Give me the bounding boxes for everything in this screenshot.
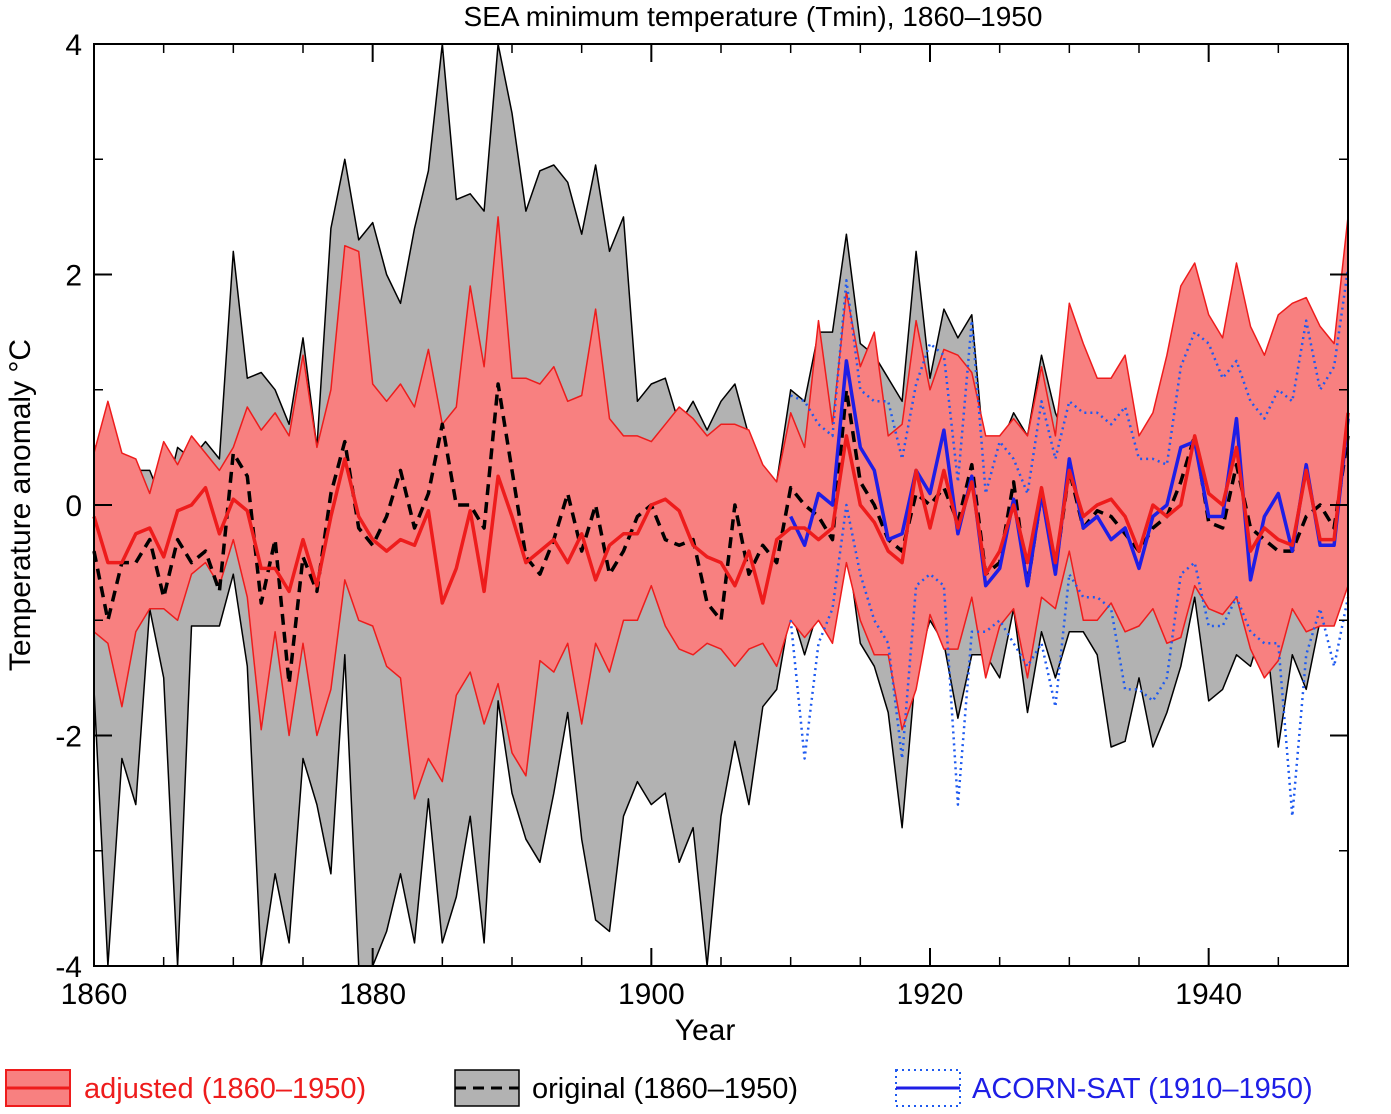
x-tick-label: 1880 [339,978,406,1011]
legend: adjusted (1860–1950) original (1860–1950… [5,1069,1313,1107]
y-tick-label: 0 [65,490,82,523]
x-tick-label: 1920 [897,978,964,1011]
y-tick-label: 2 [65,260,82,293]
x-tick-label: 1940 [1175,978,1242,1011]
adjusted-range-upper-edge [93,216,1349,495]
legend-label-adjusted: adjusted (1860–1950) [84,1073,366,1105]
adjusted-mean-line [92,412,1350,605]
legend-item-original: original (1860–1950) [454,1069,798,1107]
acorn-mean-line [789,359,1350,588]
legend-item-adjusted: adjusted (1860–1950) [5,1069,366,1107]
legend-label-acorn: ACORN-SAT (1910–1950) [972,1073,1313,1105]
acorn-range-upper-edge [790,268,1350,495]
legend-item-acorn: ACORN-SAT (1910–1950) [895,1069,1313,1107]
adjusted-range-lower-edge [93,538,1349,800]
chart-title: SEA minimum temperature (Tmin), 1860–195… [464,1,1043,32]
original-range-lower-edge [93,538,1349,967]
x-tick-label: 1900 [618,978,685,1011]
ticks-layer: 1860 1880 1900 1920 1940 -4 -2 0 2 4 [55,29,1348,1011]
y-tick-label: -2 [55,721,82,754]
series-layer [92,43,1350,967]
y-tick-label: -4 [55,951,82,984]
adjusted-range-band [94,216,1348,799]
legend-label-original: original (1860–1950) [532,1073,798,1105]
y-axis-label: Temperature anomaly °C [4,339,37,671]
y-tick-label: 4 [65,29,82,62]
x-tick-label: 1860 [61,978,128,1011]
x-axis-label: Year [675,1014,736,1047]
